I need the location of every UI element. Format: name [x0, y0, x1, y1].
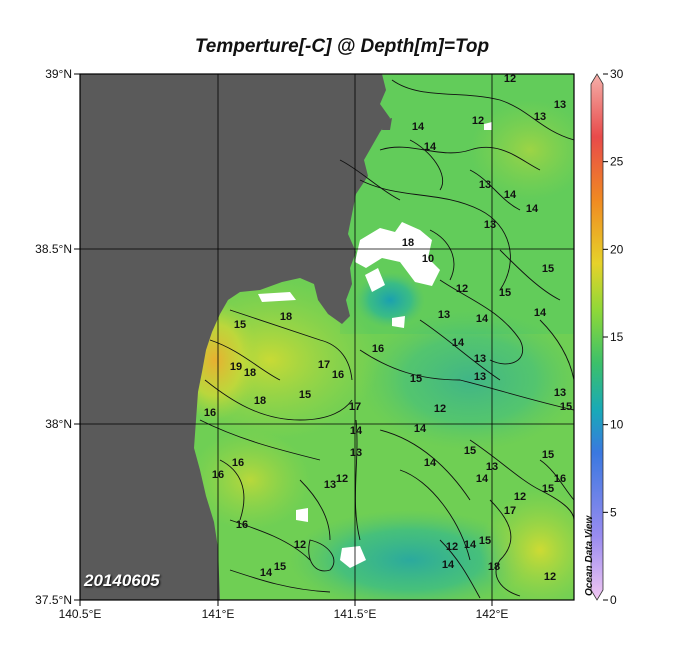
contour-label: 14 — [464, 539, 477, 551]
contour-label: 12 — [294, 539, 306, 551]
contour-label: 14 — [350, 425, 363, 437]
contour-lines — [199, 79, 574, 599]
contour-label: 12 — [544, 571, 556, 583]
contour-label: 15 — [542, 483, 554, 495]
contour-label: 14 — [424, 141, 437, 153]
contour-label: 15 — [542, 449, 554, 461]
colorbar-tick-label: 0 — [610, 593, 617, 607]
contour-label: 14 — [424, 457, 437, 469]
contour-label: 17 — [504, 505, 516, 517]
y-tick-label: 38.5°N — [35, 242, 72, 256]
contour-label: 14 — [476, 473, 489, 485]
graticule — [80, 74, 574, 600]
contour-label: 18 — [280, 311, 292, 323]
contour-label: 14 — [534, 307, 547, 319]
contour-label: 14 — [414, 423, 427, 435]
colorbar-tick-label: 25 — [610, 155, 624, 169]
contour-label: 12 — [336, 473, 348, 485]
contour-label: 14 — [412, 121, 425, 133]
contour-label: 16 — [332, 369, 344, 381]
contour-label: 14 — [526, 203, 539, 215]
contour-label: 12 — [446, 541, 458, 553]
contour-label: 13 — [554, 387, 566, 399]
contour-label: 16 — [232, 457, 244, 469]
y-tick-label: 37.5°N — [35, 593, 72, 607]
contour-label: 16 — [212, 469, 224, 481]
contour-label: 12 — [504, 73, 516, 85]
contour-label: 17 — [318, 359, 330, 371]
contour-label: 15 — [274, 561, 286, 573]
contour-label: 16 — [372, 343, 384, 355]
contour-label: 16 — [554, 473, 566, 485]
contour-label: 14 — [442, 559, 455, 571]
contour-label: 10 — [422, 253, 434, 265]
contour-label: 12 — [472, 115, 484, 127]
x-tick-label: 141.5°E — [334, 607, 377, 621]
contour-label: 15 — [234, 319, 246, 331]
contour-label: 13 — [474, 353, 486, 365]
contour-label: 18 — [402, 237, 414, 249]
map-title: Temperture[-C] @ Depth[m]=Top — [194, 36, 490, 57]
contour-label: 14 — [504, 189, 517, 201]
contour-label: 12 — [456, 283, 468, 295]
contour-label: 13 — [486, 461, 498, 473]
no-data-patches — [258, 122, 492, 568]
contour-label: 16 — [236, 519, 248, 531]
ocean-data-view-watermark: Ocean Data View — [584, 515, 595, 596]
contour-label: 13 — [474, 371, 486, 383]
land-mass — [80, 74, 392, 600]
contour-label: 19 — [230, 361, 242, 373]
x-tick-label: 142°E — [476, 607, 509, 621]
contour-label: 16 — [204, 407, 216, 419]
contour-label: 13 — [534, 111, 546, 123]
contour-label: 15 — [560, 401, 572, 413]
x-axis-labels: 140.5°E 141°E 141.5°E 142°E — [59, 607, 509, 621]
colorbar-tick-label: 20 — [610, 242, 624, 256]
contour-label: 13 — [324, 479, 336, 491]
colorbar: 30 25 20 15 10 5 0 — [590, 67, 624, 607]
contour-label: 14 — [476, 313, 489, 325]
contour-label: 18 — [244, 367, 256, 379]
x-tick-label: 140.5°E — [59, 607, 102, 621]
date-label: 20140605 — [84, 571, 160, 590]
contour-label: 18 — [488, 561, 500, 573]
contour-label: 15 — [479, 535, 491, 547]
colorbar-tick-label: 10 — [610, 418, 624, 432]
contour-label: 15 — [410, 373, 422, 385]
contour-label: 15 — [299, 389, 311, 401]
colorbar-ramp — [590, 73, 604, 601]
map-frame — [79, 73, 575, 601]
contour-label: 15 — [464, 445, 476, 457]
y-axis-labels: 39°N 38.5°N 38°N 37.5°N — [35, 67, 72, 607]
contour-label: 13 — [350, 447, 362, 459]
contour-label: 13 — [479, 179, 491, 191]
contour-label: 12 — [434, 403, 446, 415]
y-tick-label: 38°N — [45, 417, 72, 431]
contour-label: 17 — [349, 401, 361, 413]
contour-label: 13 — [484, 219, 496, 231]
contour-label: 13 — [438, 309, 450, 321]
colorbar-tick-label: 15 — [610, 330, 624, 344]
colorbar-tick-label: 5 — [610, 505, 617, 519]
x-tick-label: 141°E — [202, 607, 235, 621]
contour-label: 14 — [260, 567, 273, 579]
contour-label: 15 — [542, 263, 554, 275]
contour-label: 13 — [554, 99, 566, 111]
colorbar-ticks: 30 25 20 15 10 5 0 — [603, 67, 624, 607]
contour-label: 15 — [499, 287, 511, 299]
y-tick-label: 39°N — [45, 67, 72, 81]
contour-label: 12 — [514, 491, 526, 503]
colorbar-tick-label: 30 — [610, 67, 624, 81]
contour-label: 18 — [254, 395, 266, 407]
contour-label: 14 — [452, 337, 465, 349]
frame-ticks — [74, 73, 493, 606]
